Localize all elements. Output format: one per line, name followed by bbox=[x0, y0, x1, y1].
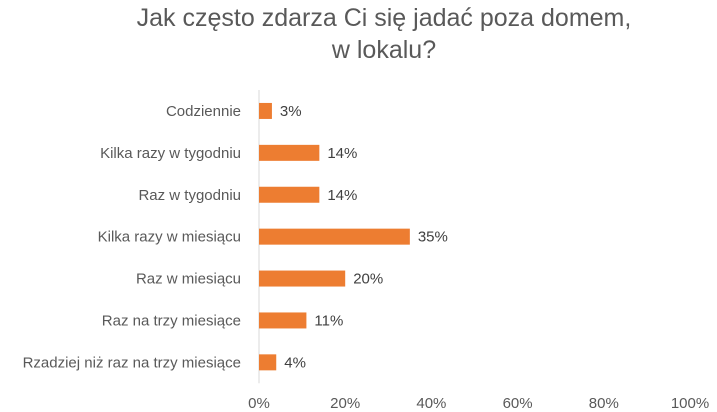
chart-title-line-2: w lokalu? bbox=[331, 36, 437, 64]
data-label: 11% bbox=[314, 312, 343, 329]
x-tick-label: 100% bbox=[671, 395, 709, 412]
chart-title: Jak często zdarza Ci się jadać poza dome… bbox=[0, 2, 717, 66]
category-label: Raz w tygodniu bbox=[138, 187, 241, 204]
bar bbox=[259, 144, 320, 161]
data-label: 35% bbox=[418, 229, 448, 246]
bar bbox=[259, 228, 410, 245]
chart-title-line-1: Jak często zdarza Ci się jadać poza dome… bbox=[136, 4, 632, 32]
x-tick-label: 40% bbox=[416, 395, 446, 412]
x-tick-label: 0% bbox=[248, 395, 270, 412]
data-label: 14% bbox=[327, 145, 357, 162]
data-label: 3% bbox=[280, 103, 302, 120]
bar bbox=[259, 186, 320, 203]
data-label: 4% bbox=[284, 354, 306, 371]
category-label: Raz w miesiącu bbox=[136, 271, 241, 288]
data-label: 20% bbox=[353, 271, 383, 288]
x-tick-label: 80% bbox=[589, 395, 619, 412]
bar bbox=[259, 270, 346, 287]
category-label: Raz na trzy miesiące bbox=[102, 312, 241, 329]
category-label: Rzadziej niż raz na trzy miesiące bbox=[23, 354, 241, 371]
data-label: 14% bbox=[327, 187, 357, 204]
bar bbox=[259, 354, 277, 371]
bar bbox=[259, 102, 272, 119]
category-label: Kilka razy w tygodniu bbox=[100, 145, 241, 162]
x-tick-label: 60% bbox=[503, 395, 533, 412]
bar bbox=[259, 312, 307, 329]
category-label: Kilka razy w miesiącu bbox=[98, 229, 241, 246]
x-tick-label: 20% bbox=[330, 395, 360, 412]
category-label: Codziennie bbox=[166, 103, 241, 120]
